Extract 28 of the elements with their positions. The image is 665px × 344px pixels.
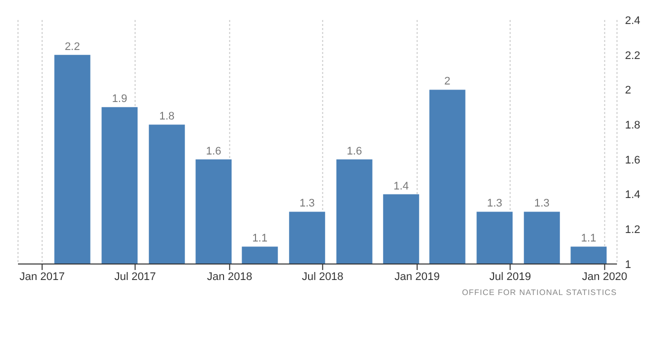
data-label: 1.8 (159, 110, 175, 123)
y-tick-label: 2 (625, 84, 632, 97)
y-tick-label: 1.2 (625, 224, 640, 236)
data-label: 1.4 (393, 180, 409, 192)
y-tick-label: 2.2 (625, 50, 640, 62)
data-label: 2.2 (64, 40, 80, 53)
y-tick-label: 1.6 (625, 154, 640, 166)
x-tick-label: Jan 2019 (394, 270, 440, 283)
data-label: 1.3 (299, 198, 315, 210)
data-label: 2 (444, 76, 450, 88)
x-tick-label: Jul 2018 (302, 270, 344, 283)
y-tick-label: 1 (625, 258, 632, 271)
data-label: 1.3 (486, 198, 502, 210)
data-label: 1.3 (534, 198, 550, 210)
data-label: 1.1 (580, 232, 596, 245)
y-tick-label: 2.4 (625, 14, 640, 27)
x-tick-label: Jan 2020 (582, 270, 628, 283)
y-tick-label: 1.4 (625, 189, 640, 202)
x-tick-label: Jul 2017 (114, 270, 156, 283)
text: OFFICE FOR NATIONAL STATISTICS (460, 288, 618, 297)
y-tick-label: 1.8 (625, 119, 640, 132)
x-tick-label: Jul 2019 (489, 270, 531, 283)
data-label: 1.6 (346, 145, 362, 158)
data-label: 1.6 (206, 145, 222, 158)
data-label: 1.9 (112, 93, 128, 106)
data-label: 1.1 (252, 232, 268, 245)
x-tick-label: Jan 2018 (207, 270, 252, 283)
x-tick-label: Jan 2017 (20, 270, 65, 283)
